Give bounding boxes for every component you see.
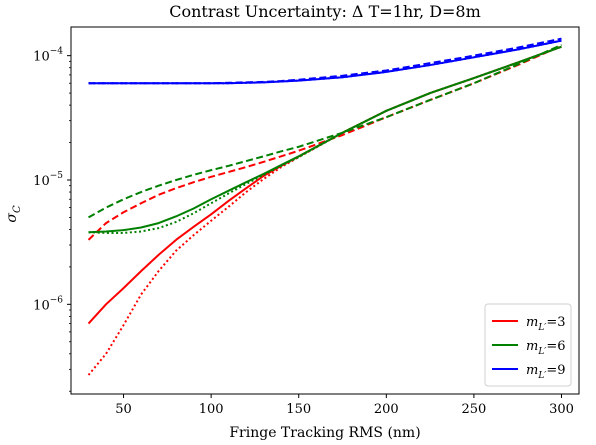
x-tick-label: 300 — [549, 402, 574, 417]
series-line-9 — [88, 39, 562, 85]
x-tick-label: 100 — [199, 402, 224, 417]
x-axis: 50 100 150 200 250 300 — [115, 394, 574, 417]
y-axis-label: σC — [4, 205, 23, 223]
legend: mL′=3 mL′=6 mL′=9 — [484, 303, 572, 387]
series-line-4 — [88, 45, 562, 234]
x-tick-label: 200 — [374, 402, 399, 417]
plot-lines — [87, 37, 562, 376]
legend-box — [484, 303, 572, 387]
series-line-6 — [88, 45, 562, 234]
y-axis-label-base: σ — [4, 213, 20, 223]
legend-label: mL′=6 — [526, 339, 566, 357]
y-tick-label: 10−5 — [33, 171, 63, 189]
y-tick-label: 10−4 — [33, 47, 63, 65]
series-line-3 — [87, 45, 562, 376]
y-tick-label: 10−6 — [33, 295, 63, 313]
x-tick-label: 150 — [286, 402, 311, 417]
plot-frame — [70, 26, 580, 395]
legend-label: mL′=9 — [526, 363, 566, 381]
legend-label: mL′=3 — [526, 315, 566, 333]
series-line-5 — [88, 44, 562, 219]
x-tick-label: 50 — [115, 402, 132, 417]
chart-title: Contrast Uncertainty: Δ T=1hr, D=8m — [169, 2, 481, 21]
y-axis-label-sub: C — [12, 205, 23, 213]
x-tick-label: 250 — [461, 402, 486, 417]
x-axis-label: Fringe Tracking RMS (nm) — [229, 425, 420, 441]
y-axis: 10−6 10−5 10−4 — [33, 47, 71, 392]
